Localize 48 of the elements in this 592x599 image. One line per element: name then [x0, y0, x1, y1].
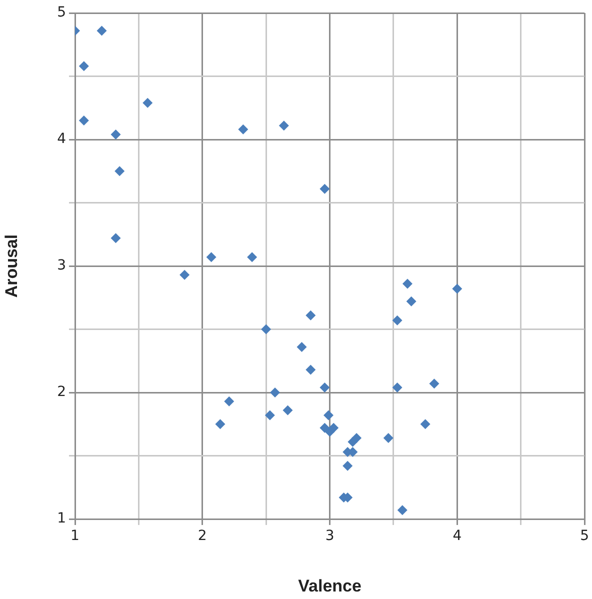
point — [270, 388, 280, 398]
point — [324, 410, 334, 420]
point — [114, 166, 125, 176]
x-tick-label: 4 — [452, 528, 462, 544]
y-tick-label: 5 — [57, 4, 66, 21]
point — [406, 296, 416, 306]
y-axis-title: Arousal — [2, 234, 21, 298]
point — [110, 233, 121, 244]
point — [402, 278, 412, 289]
point — [420, 419, 430, 430]
point — [278, 120, 289, 131]
point — [392, 382, 402, 392]
point — [452, 284, 462, 294]
point — [78, 61, 89, 72]
point — [238, 124, 248, 134]
point — [110, 129, 121, 140]
point — [392, 315, 402, 326]
point — [78, 116, 89, 126]
point — [96, 26, 107, 36]
point — [206, 252, 216, 262]
x-tick-label: 2 — [198, 528, 207, 544]
x-tick-label: 1 — [70, 528, 80, 544]
point — [215, 419, 226, 430]
point — [348, 436, 358, 447]
y-tick-label: 1 — [57, 510, 66, 527]
point — [296, 342, 307, 352]
point — [342, 460, 353, 471]
point — [306, 310, 316, 320]
point — [142, 98, 153, 108]
point — [282, 405, 293, 416]
y-tick-label: 4 — [57, 131, 66, 148]
point — [264, 410, 275, 420]
y-tick-label: 3 — [57, 258, 66, 274]
x-axis-title: Valence — [298, 576, 362, 596]
point — [224, 396, 234, 406]
point — [397, 505, 408, 516]
point — [429, 378, 440, 389]
point — [383, 433, 394, 444]
point — [328, 422, 339, 433]
point — [320, 382, 330, 392]
y-tick-label: 2 — [57, 384, 66, 400]
x-tick-label: 3 — [325, 528, 334, 544]
point — [320, 184, 330, 194]
x-tick-label: 5 — [580, 528, 590, 544]
point — [306, 364, 316, 375]
point — [261, 324, 272, 334]
point — [247, 252, 258, 262]
point — [180, 270, 190, 280]
